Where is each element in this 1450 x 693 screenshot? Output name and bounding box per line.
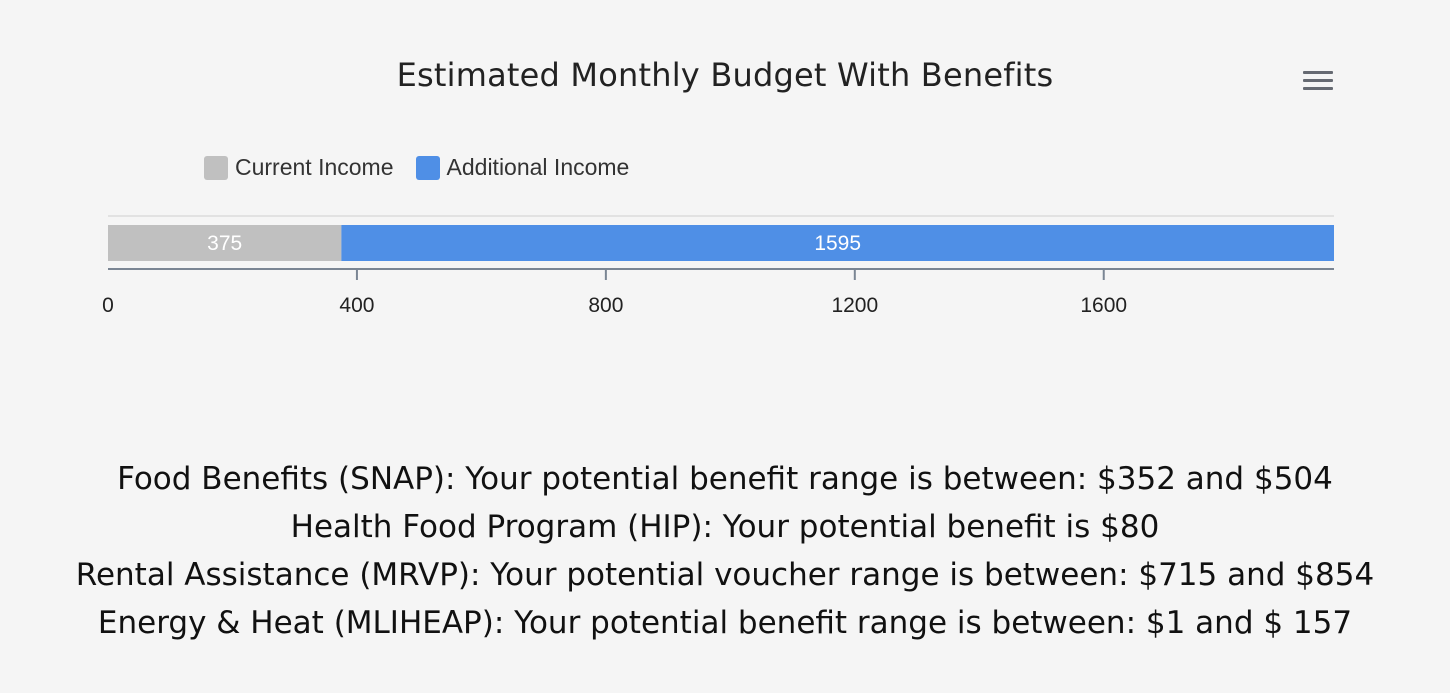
menu-bar-line (1303, 79, 1333, 82)
x-tick-label: 400 (339, 294, 374, 317)
x-tick-label: 1600 (1080, 294, 1127, 317)
benefit-hip: Health Food Program (HIP): Your potentia… (290, 509, 1160, 545)
benefits-list: Food Benefits (SNAP): Your potential ben… (0, 455, 1450, 647)
benefit-snap: Food Benefits (SNAP): Your potential ben… (117, 461, 1333, 497)
bar-additional-income (341, 225, 1335, 261)
hamburger-menu-icon[interactable] (1300, 67, 1336, 95)
x-tick-label: 1200 (831, 294, 878, 317)
legend-item-additional-income[interactable]: Additional Income (415, 154, 630, 181)
legend-item-current-income[interactable]: Current Income (204, 154, 394, 181)
benefit-mrvp: Rental Assistance (MRVP): Your potential… (75, 557, 1375, 593)
legend-swatch-current-income (204, 155, 228, 180)
x-tick-label: 800 (588, 294, 623, 317)
menu-bar-line (1303, 87, 1333, 90)
legend-label-additional-income: Additional Income (446, 154, 630, 180)
legend-swatch-additional-income (415, 155, 440, 180)
chart-title: Estimated Monthly Budget With Benefits (396, 56, 1054, 94)
bar-label-additional-income: 1595 (814, 232, 861, 255)
bar-chart: 375 1595 0 400 800 1200 1600 (102, 215, 1335, 317)
chart-legend: Current Income Additional Income (204, 154, 651, 181)
legend-label-current-income: Current Income (235, 154, 394, 180)
bar-current-income (108, 225, 342, 261)
menu-bar-line (1303, 71, 1333, 74)
x-tick-label: 0 (102, 294, 114, 317)
bar-label-current-income: 375 (207, 232, 242, 255)
benefit-mliheap: Energy & Heat (MLIHEAP): Your potential … (97, 605, 1353, 641)
